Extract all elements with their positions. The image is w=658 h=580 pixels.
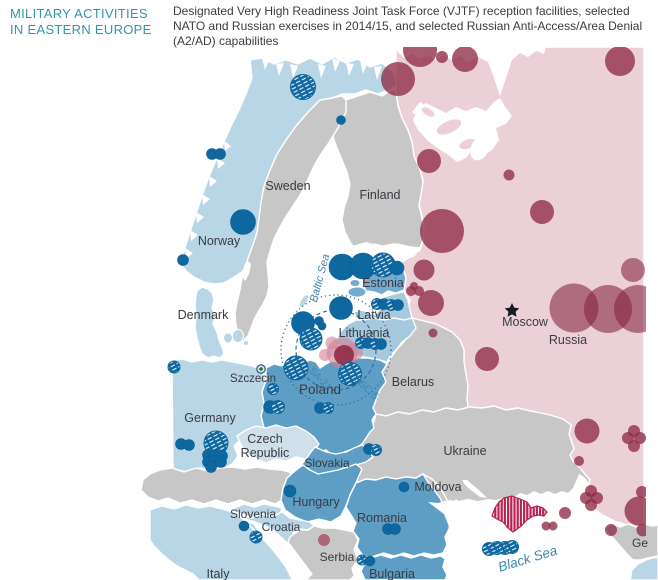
svg-text:Ukraine: Ukraine bbox=[443, 444, 486, 458]
svg-text:Russia: Russia bbox=[549, 333, 587, 347]
svg-text:Italy: Italy bbox=[207, 567, 231, 580]
svg-text:Slovenia: Slovenia bbox=[230, 507, 276, 521]
svg-text:Latvia: Latvia bbox=[357, 308, 390, 322]
svg-text:Ge: Ge bbox=[632, 536, 648, 550]
svg-text:Belarus: Belarus bbox=[392, 375, 434, 389]
svg-text:Croatia: Croatia bbox=[262, 520, 301, 534]
svg-text:Germany: Germany bbox=[184, 411, 236, 425]
svg-text:Denmark: Denmark bbox=[178, 308, 229, 322]
svg-text:Baltic Sea: Baltic Sea bbox=[308, 253, 332, 304]
svg-text:Romania: Romania bbox=[357, 511, 407, 525]
svg-text:Serbia: Serbia bbox=[320, 550, 355, 564]
svg-text:Bulgaria: Bulgaria bbox=[369, 567, 415, 580]
svg-text:Estonia: Estonia bbox=[362, 276, 404, 290]
svg-text:Szczecin: Szczecin bbox=[230, 373, 276, 385]
svg-text:Moscow: Moscow bbox=[502, 315, 549, 329]
svg-text:Hungary: Hungary bbox=[292, 495, 340, 509]
svg-text:Norway: Norway bbox=[198, 234, 241, 248]
svg-text:Sweden: Sweden bbox=[265, 179, 310, 193]
svg-text:Finland: Finland bbox=[360, 188, 401, 202]
svg-text:Slovakia: Slovakia bbox=[304, 456, 350, 470]
svg-text:Republic: Republic bbox=[241, 446, 290, 460]
svg-text:Lithuania: Lithuania bbox=[339, 326, 390, 340]
svg-text:Poland: Poland bbox=[299, 382, 341, 397]
svg-text:Moldova: Moldova bbox=[414, 480, 461, 494]
svg-text:Czech: Czech bbox=[247, 432, 282, 446]
